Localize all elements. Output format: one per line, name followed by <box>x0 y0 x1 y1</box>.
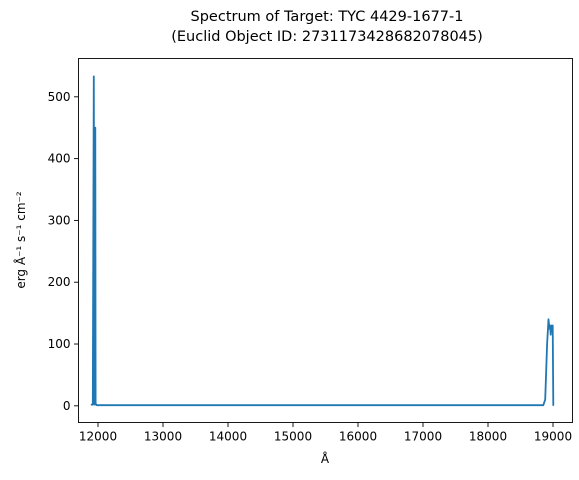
x-axis-label: Å <box>321 451 330 466</box>
y-tick-label: 0 <box>63 399 71 413</box>
x-tick-label: 14000 <box>209 430 247 444</box>
x-axis: 12000 13000 14000 15000 16000 17000 18000 19000 <box>79 422 572 444</box>
x-tick-label: 19000 <box>534 430 572 444</box>
x-tick-label: 18000 <box>469 430 507 444</box>
x-tick-label: 12000 <box>79 430 117 444</box>
x-tick-label: 17000 <box>404 430 442 444</box>
x-tick-label: 16000 <box>339 430 377 444</box>
y-tick-label: 200 <box>48 275 71 289</box>
plot-area <box>90 75 555 407</box>
y-tick-label: 500 <box>48 90 71 104</box>
y-axis: 0 100 200 300 400 500 <box>48 90 79 413</box>
y-tick-label: 400 <box>48 152 71 166</box>
x-tick-label: 13000 <box>144 430 182 444</box>
y-tick-label: 100 <box>48 337 71 351</box>
y-axis-label: erg Å⁻¹ s⁻¹ cm⁻² <box>13 191 28 289</box>
y-tick-label: 300 <box>48 213 71 227</box>
axes-frame <box>78 58 573 423</box>
spectrum-line-0 <box>90 75 555 407</box>
chart-title-line-1: Spectrum of Target: TYC 4429-1677-1 <box>191 9 464 25</box>
chart-title-line-2: (Euclid Object ID: 2731173428682078045) <box>171 29 483 45</box>
x-tick-label: 15000 <box>274 430 312 444</box>
